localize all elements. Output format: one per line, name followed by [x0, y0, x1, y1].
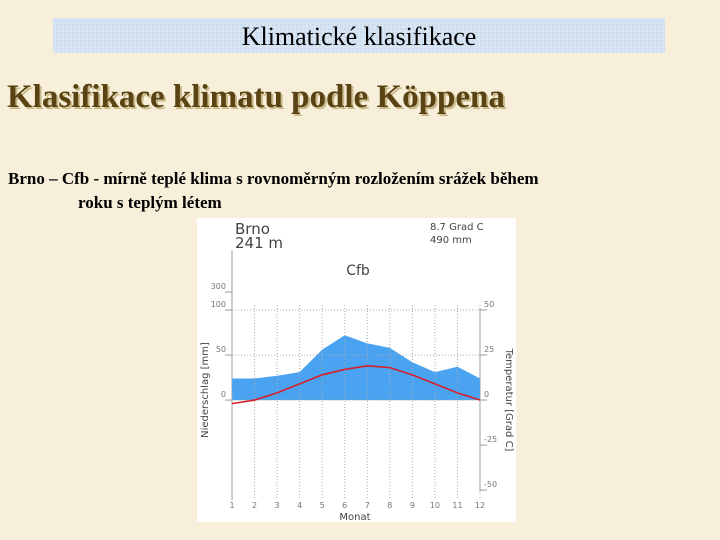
- x-tick-label: 3: [275, 501, 280, 510]
- y2-tick-label: 25: [484, 345, 494, 354]
- y2-tick-label: 0: [484, 390, 489, 399]
- x-tick-label: 7: [365, 501, 370, 510]
- y2-tick-label: -25: [484, 435, 497, 444]
- header-bar: [53, 18, 665, 53]
- station: Brno: [235, 220, 270, 238]
- x-tick-label: 9: [410, 501, 415, 510]
- y-tick-label: 100: [211, 300, 226, 309]
- x-tick-label: 4: [297, 501, 302, 510]
- x-tick-label: 1: [229, 501, 234, 510]
- x-tick-label: 2: [252, 501, 257, 510]
- y2-tick-label: 50: [484, 300, 494, 309]
- x-axis-label: Monat: [339, 512, 370, 523]
- chart-title: Cfb: [346, 263, 370, 279]
- x-tick-label: 10: [430, 501, 440, 510]
- header: Klimatické klasifikace: [242, 22, 477, 51]
- annual-precipitation: 490 mm: [430, 235, 472, 246]
- x-tick-label: 5: [320, 501, 325, 510]
- y2-axis-label: Temperatur [Grad C]: [503, 348, 514, 452]
- y2-tick-label: -50: [484, 480, 497, 489]
- elevation: 241 m: [235, 234, 283, 252]
- x-tick-label: 11: [452, 501, 462, 510]
- body-text: roku s teplým létem: [78, 193, 222, 212]
- body-text: Brno – Cfb - mírně teplé klima s rovnomě…: [8, 169, 539, 188]
- annual-temperature: 8.7 Grad C: [430, 222, 484, 233]
- x-tick-label: 12: [475, 501, 485, 510]
- y-tick-label: 50: [216, 345, 226, 354]
- temperature-line: [231, 365, 481, 405]
- y-tick-label: 300: [211, 282, 226, 291]
- x-tick-label: 8: [387, 501, 392, 510]
- x-tick-label: 6: [342, 501, 347, 510]
- y-tick-label: 0: [221, 390, 226, 399]
- title-shadow: Klasifikace klimatu podle Köppena: [9, 81, 507, 117]
- y-axis-label: Niederschlag [mm]: [200, 342, 211, 438]
- title: Klasifikace klimatu podle Köppena: [7, 79, 505, 115]
